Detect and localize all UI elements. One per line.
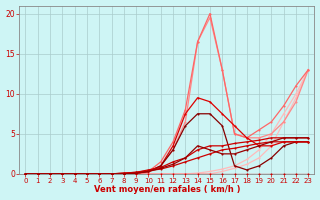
X-axis label: Vent moyen/en rafales ( km/h ): Vent moyen/en rafales ( km/h ) [94, 185, 240, 194]
